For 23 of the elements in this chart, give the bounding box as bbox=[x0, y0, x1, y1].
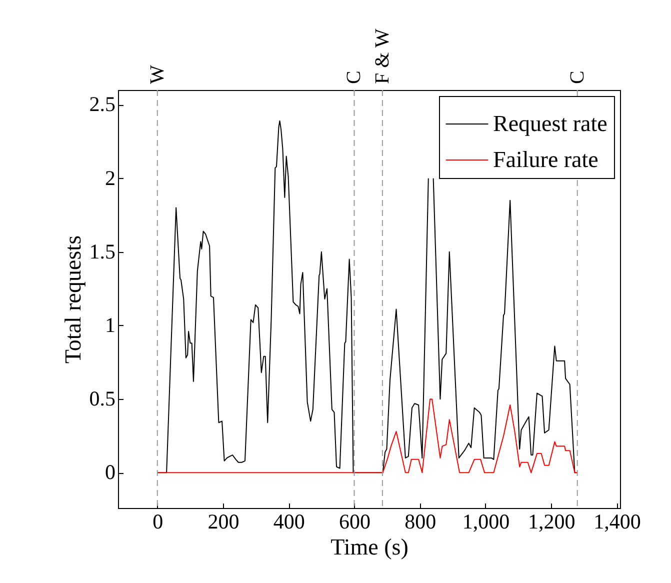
legend-label: Request rate bbox=[493, 111, 608, 136]
y-tick-label: 0.5 bbox=[89, 386, 116, 411]
x-tick-label: 0 bbox=[152, 510, 164, 534]
ref-line-label: F & W bbox=[371, 28, 394, 84]
x-axis-title: Time (s) bbox=[330, 534, 408, 560]
x-tick-label: 1,200 bbox=[528, 510, 576, 534]
ref-line-label: W bbox=[146, 65, 168, 84]
y-axis-title: Total requests bbox=[60, 235, 86, 364]
line-series bbox=[156, 398, 578, 474]
y-tick-label: 0 bbox=[105, 460, 116, 484]
x-tick-label: 1,400 bbox=[594, 510, 641, 534]
ref-line-label: C bbox=[566, 70, 588, 84]
x-tick-label: 600 bbox=[338, 510, 370, 534]
x-tick-label: 200 bbox=[208, 510, 240, 534]
x-tick-label: 1,000 bbox=[462, 510, 510, 534]
x-tick-label: 400 bbox=[273, 510, 305, 534]
x-tick-label: 800 bbox=[404, 510, 436, 534]
y-tick-label: 2 bbox=[105, 166, 116, 190]
y-tick-label: 1.5 bbox=[89, 239, 116, 264]
legend-label: Failure rate bbox=[493, 147, 598, 172]
y-tick-label: 1 bbox=[105, 312, 116, 337]
ref-line-label: C bbox=[343, 70, 366, 84]
y-tick-label: 2.5 bbox=[89, 92, 116, 116]
